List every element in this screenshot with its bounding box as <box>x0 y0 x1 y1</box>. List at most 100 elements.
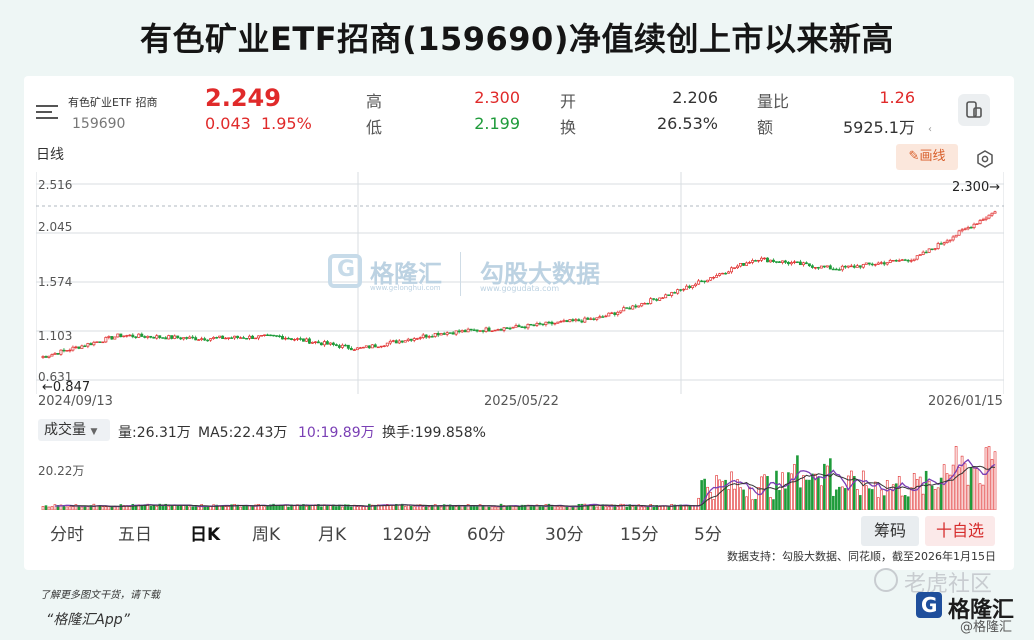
candle-body <box>966 227 970 230</box>
period-tab[interactable]: 120分 <box>382 525 432 545</box>
candle-body <box>514 325 518 328</box>
menu-icon[interactable] <box>36 101 58 119</box>
candle-body <box>574 319 578 322</box>
candle-body <box>254 337 257 340</box>
volume-bar <box>493 506 497 510</box>
indicator-select[interactable]: 成交量 ▼ <box>38 419 110 441</box>
min-price-marker: ←0.847 <box>42 380 91 395</box>
candle-body <box>915 255 919 260</box>
volume-bar <box>835 489 838 510</box>
candle-body <box>101 341 105 344</box>
candle-body <box>164 337 168 340</box>
volume-bar <box>47 506 51 510</box>
collapse-chevron-icon[interactable]: ‹ <box>928 124 932 135</box>
volume-bar <box>649 504 653 510</box>
period-tab[interactable]: 五日 <box>118 525 152 545</box>
volume-bar <box>736 479 739 510</box>
candle-body <box>140 333 144 337</box>
rotate-screen-button[interactable] <box>958 94 990 126</box>
volume-bar <box>119 504 123 510</box>
candle-body <box>397 340 401 344</box>
period-tab[interactable]: 分时 <box>50 525 84 545</box>
volume-bar <box>481 505 485 510</box>
period-tab[interactable]: 30分 <box>545 525 584 545</box>
period-tab[interactable]: 15分 <box>620 525 659 545</box>
candle-body <box>553 322 557 325</box>
volume-bar <box>529 506 533 510</box>
volume-bar <box>302 504 305 510</box>
chips-button[interactable]: 筹码 <box>861 516 919 546</box>
ma5-value: MA5:22.43万 <box>198 425 288 441</box>
candle-body <box>158 335 162 338</box>
volume-bar <box>778 490 781 510</box>
volume-bar <box>164 503 168 510</box>
volume-bar <box>260 505 263 510</box>
volume-bar <box>748 486 751 510</box>
candle-body <box>355 347 359 351</box>
candle-body <box>643 302 647 305</box>
candle-body <box>810 265 814 268</box>
candle-body <box>331 342 335 345</box>
candle-body <box>263 334 266 337</box>
volume-bar <box>308 505 311 510</box>
candle-body <box>191 336 195 339</box>
volume-bar <box>960 455 964 510</box>
candle-body <box>529 323 533 326</box>
volume-bar <box>409 505 413 510</box>
candle-body <box>505 327 509 329</box>
period-tab[interactable]: 周K <box>252 525 281 545</box>
candle-body <box>559 320 563 323</box>
candle-body <box>212 337 216 339</box>
draw-line-button[interactable]: ✎画线 <box>896 144 958 170</box>
volume-bar <box>706 486 709 510</box>
candle-body <box>580 320 584 323</box>
candle-body <box>511 326 515 329</box>
candle-body <box>206 339 210 342</box>
candle-body <box>334 344 338 346</box>
volume-bar <box>463 505 467 510</box>
candle-body <box>137 333 141 338</box>
volume-bar <box>469 506 473 510</box>
volume-bar <box>808 479 811 510</box>
period-tab[interactable]: 5分 <box>694 525 722 545</box>
candle-body <box>978 220 982 225</box>
volume-bar <box>966 484 970 510</box>
volume-bar <box>796 455 799 510</box>
footer-app-name: “格隆汇App” <box>46 612 130 628</box>
volume-bar <box>71 506 75 510</box>
high-label: 高 <box>366 92 383 111</box>
candle-body <box>430 336 434 338</box>
candle-body <box>801 262 805 266</box>
period-tab[interactable]: 60分 <box>467 525 506 545</box>
open-label: 开 <box>560 92 577 111</box>
candle-body <box>936 243 940 249</box>
candlestick-series <box>41 210 997 359</box>
settings-icon[interactable] <box>976 150 994 172</box>
volume-bar <box>203 506 206 510</box>
candle-body <box>930 248 934 251</box>
candle-body <box>307 338 311 344</box>
volume-bar <box>799 487 802 510</box>
candle-body <box>939 243 943 245</box>
candle-body <box>502 327 506 331</box>
candle-body <box>903 259 907 261</box>
period-tab[interactable]: 日K <box>190 525 221 545</box>
candle-body <box>89 343 93 346</box>
volume-bar <box>167 505 171 510</box>
candle-body <box>819 265 823 269</box>
price-chart[interactable] <box>36 172 1004 394</box>
add-watchlist-button[interactable]: 十自选 <box>925 516 995 546</box>
period-tab[interactable]: 月K <box>318 525 347 545</box>
data-source-note: 数据支持：勾股大数据、同花顺，截至2026年1月15日 <box>727 550 996 563</box>
price-tick: 2.045 <box>38 220 73 234</box>
volume-bar <box>805 479 808 510</box>
candle-body <box>772 259 775 262</box>
volume-chart[interactable] <box>36 440 1004 510</box>
candle-body <box>589 318 593 320</box>
candle-body <box>547 321 551 324</box>
volume-bar <box>41 506 45 510</box>
candle-body <box>167 335 171 340</box>
candle-body <box>134 336 138 338</box>
volume-bar <box>535 504 539 510</box>
volume-bar <box>802 475 805 510</box>
